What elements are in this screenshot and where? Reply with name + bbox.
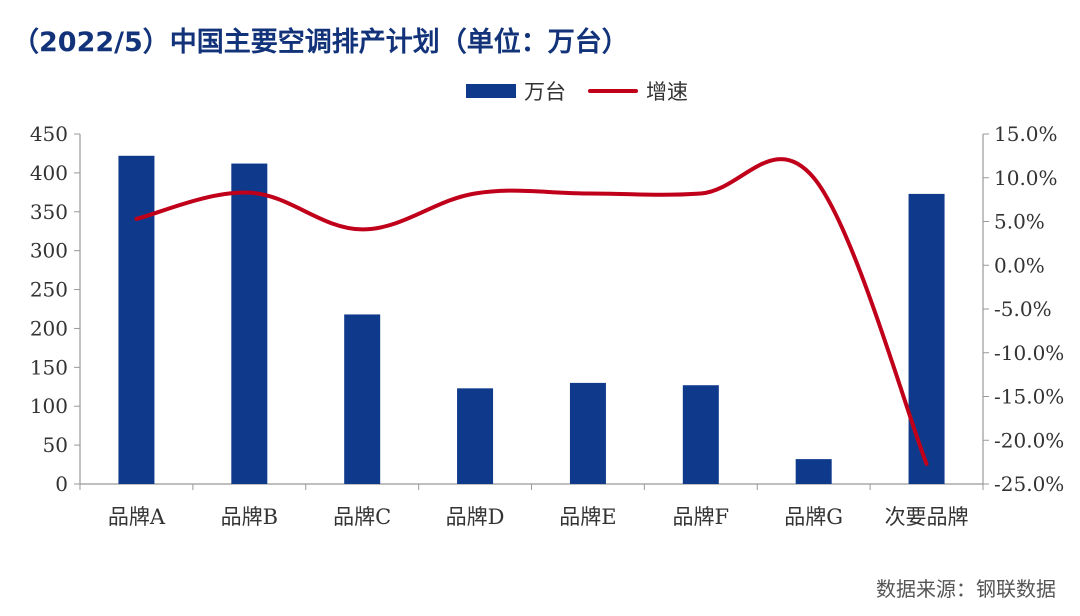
- legend-line-label: 增速: [646, 80, 688, 104]
- bar: [569, 382, 606, 484]
- right-tick-label: 15.0%: [994, 122, 1058, 146]
- left-tick-label: 250: [30, 278, 68, 302]
- right-tick-label: 10.0%: [994, 166, 1058, 190]
- right-tick-label: -20.0%: [994, 428, 1064, 452]
- left-tick-label: 450: [30, 122, 68, 146]
- x-tick-label: 品牌F: [673, 505, 730, 529]
- left-tick-label: 200: [30, 316, 68, 340]
- legend-line-swatch: [588, 89, 638, 93]
- x-tick-label: 品牌D: [446, 505, 505, 529]
- bar: [118, 155, 155, 484]
- legend-bar-label: 万台: [524, 80, 566, 104]
- chart-legend: 万台 增速: [0, 76, 1080, 104]
- bar: [795, 459, 832, 484]
- left-tick-label: 400: [30, 161, 68, 185]
- bar: [908, 193, 945, 484]
- legend-item-line: 增速: [588, 76, 688, 106]
- left-tick-label: 100: [30, 394, 68, 418]
- data-source: 数据来源：钢联数据: [876, 577, 1056, 601]
- bar: [231, 163, 268, 485]
- x-tick-label: 品牌G: [784, 505, 843, 529]
- x-tick-label: 品牌E: [559, 505, 616, 529]
- bar: [344, 314, 381, 484]
- left-tick-label: 300: [30, 239, 68, 263]
- left-tick-label: 0: [55, 472, 68, 496]
- right-tick-label: 0.0%: [994, 253, 1045, 277]
- x-tick-label: 品牌C: [333, 505, 391, 529]
- left-tick-label: 50: [43, 433, 68, 457]
- right-tick-label: 5.0%: [994, 210, 1045, 234]
- x-tick-label: 品牌A: [108, 505, 166, 529]
- right-tick-label: -10.0%: [994, 341, 1064, 365]
- left-tick-label: 350: [30, 200, 68, 224]
- bar: [682, 385, 719, 484]
- bar: [457, 388, 494, 484]
- left-tick-label: 150: [30, 355, 68, 379]
- right-tick-label: -5.0%: [994, 297, 1052, 321]
- legend-bar-swatch: [466, 84, 516, 98]
- x-tick-label: 品牌B: [221, 505, 278, 529]
- chart-title: （2022/5）中国主要空调排产计划（单位：万台）: [12, 27, 629, 58]
- growth-line: [134, 157, 929, 466]
- legend-item-bar: 万台: [466, 76, 566, 106]
- right-tick-label: -25.0%: [994, 472, 1064, 496]
- right-tick-label: -15.0%: [994, 385, 1064, 409]
- x-tick-label: 次要品牌: [885, 505, 969, 529]
